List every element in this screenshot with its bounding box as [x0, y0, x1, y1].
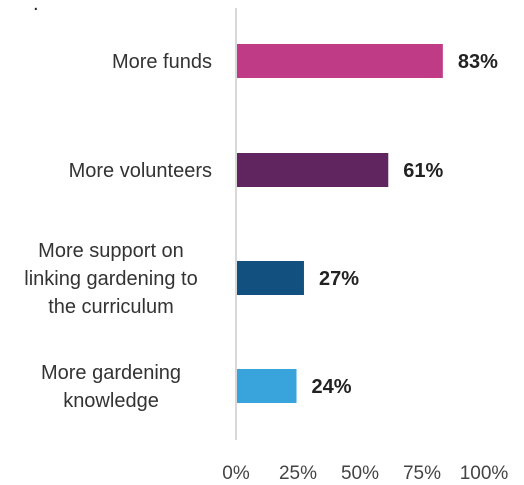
value-label-2: 27%: [319, 268, 359, 290]
bar-2: [237, 261, 304, 295]
category-label-0-line-0: More funds: [112, 51, 212, 73]
x-tick-label-4: 100%: [460, 463, 509, 484]
bar-0: [237, 44, 443, 78]
category-label-2-line-0: More support on: [38, 240, 184, 262]
category-label-2-line-1: linking gardening to: [24, 268, 197, 290]
category-label-3-line-0: More gardening: [41, 362, 181, 384]
x-tick-label-2: 50%: [341, 463, 379, 484]
category-labels-layer: More funds More volunteers More support on…: [24, 51, 212, 412]
category-label-1-line-0: More volunteers: [69, 160, 212, 182]
x-tick-labels-layer: 0% 25% 50% 75% 100%: [222, 463, 508, 484]
category-label-3-line-1: knowledge: [63, 390, 159, 412]
value-label-0: 83%: [458, 51, 498, 73]
x-tick-label-1: 25%: [279, 463, 317, 484]
x-tick-label-3: 75%: [403, 463, 441, 484]
value-label-1: 61%: [403, 160, 443, 182]
bars-layer: [237, 44, 443, 403]
category-label-2-line-2: the curriculum: [48, 296, 174, 318]
bar-3: [237, 369, 297, 403]
stray-dot: .: [33, 0, 39, 15]
value-labels-layer: 83% 61% 27% 24%: [312, 51, 499, 398]
x-tick-label-0: 0%: [222, 463, 250, 484]
value-label-3: 24%: [312, 376, 352, 398]
bar-1: [237, 153, 389, 187]
